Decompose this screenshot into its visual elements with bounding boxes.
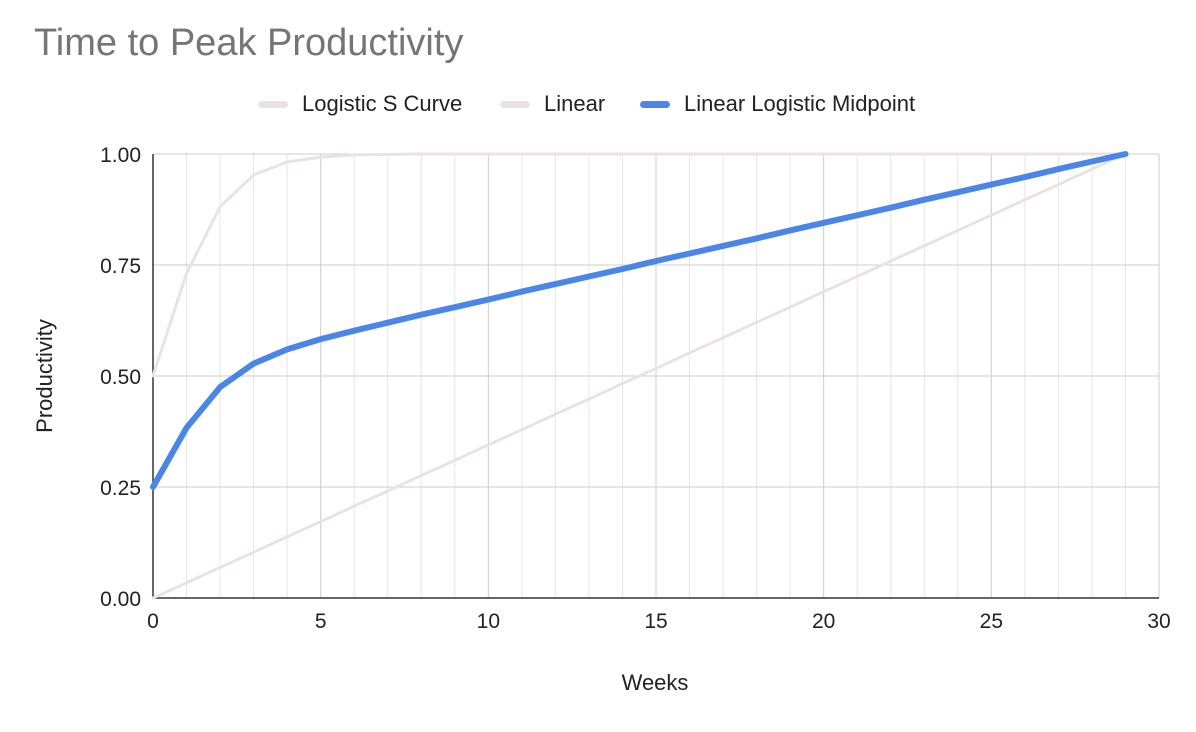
series-line-logistic-s-curve [151, 152, 1127, 378]
x-axis-title: Weeks [622, 670, 689, 695]
x-tick-label: 20 [812, 610, 835, 633]
legend-item-linear-logistic-midpoint[interactable]: Linear Logistic Midpoint [640, 86, 915, 122]
x-tick-label: 15 [644, 610, 667, 633]
x-tick-label: 25 [980, 610, 1003, 633]
legend-swatch-linear-logistic-midpoint [640, 100, 670, 108]
y-tick-label: 0.75 [100, 255, 141, 278]
legend: Logistic S Curve Linear Linear Logistic … [0, 86, 1196, 122]
y-axis-title: Productivity [32, 319, 57, 433]
legend-item-linear[interactable]: Linear [500, 86, 605, 122]
y-tick-label: 1.00 [100, 144, 141, 167]
tick-labels: 0 5 10 15 20 25 30 0.00 0.25 0.50 0.75 1.00 [100, 144, 1171, 633]
y-tick-label: 0.50 [100, 366, 141, 389]
y-tick-label: 0.00 [100, 588, 141, 611]
series-line-linear [151, 152, 1127, 600]
x-tick-label: 0 [147, 610, 159, 633]
x-tick-label: 5 [315, 610, 327, 633]
x-tick-label: 10 [477, 610, 500, 633]
x-tick-label: 30 [1147, 610, 1170, 633]
grid [153, 153, 1160, 598]
series-lines [150, 151, 1129, 600]
legend-swatch-linear [500, 100, 530, 108]
chart-title: Time to Peak Productivity [34, 22, 464, 64]
legend-label-linear-logistic-midpoint: Linear Logistic Midpoint [684, 91, 916, 116]
legend-label-linear: Linear [544, 91, 606, 116]
legend-swatch-logistic-s-curve [258, 100, 288, 108]
legend-label-logistic-s-curve: Logistic S Curve [302, 91, 463, 116]
series-line-linear-logistic-midpoint [150, 151, 1129, 490]
y-tick-label: 0.25 [100, 477, 141, 500]
legend-item-logistic-s-curve[interactable]: Logistic S Curve [258, 86, 462, 122]
